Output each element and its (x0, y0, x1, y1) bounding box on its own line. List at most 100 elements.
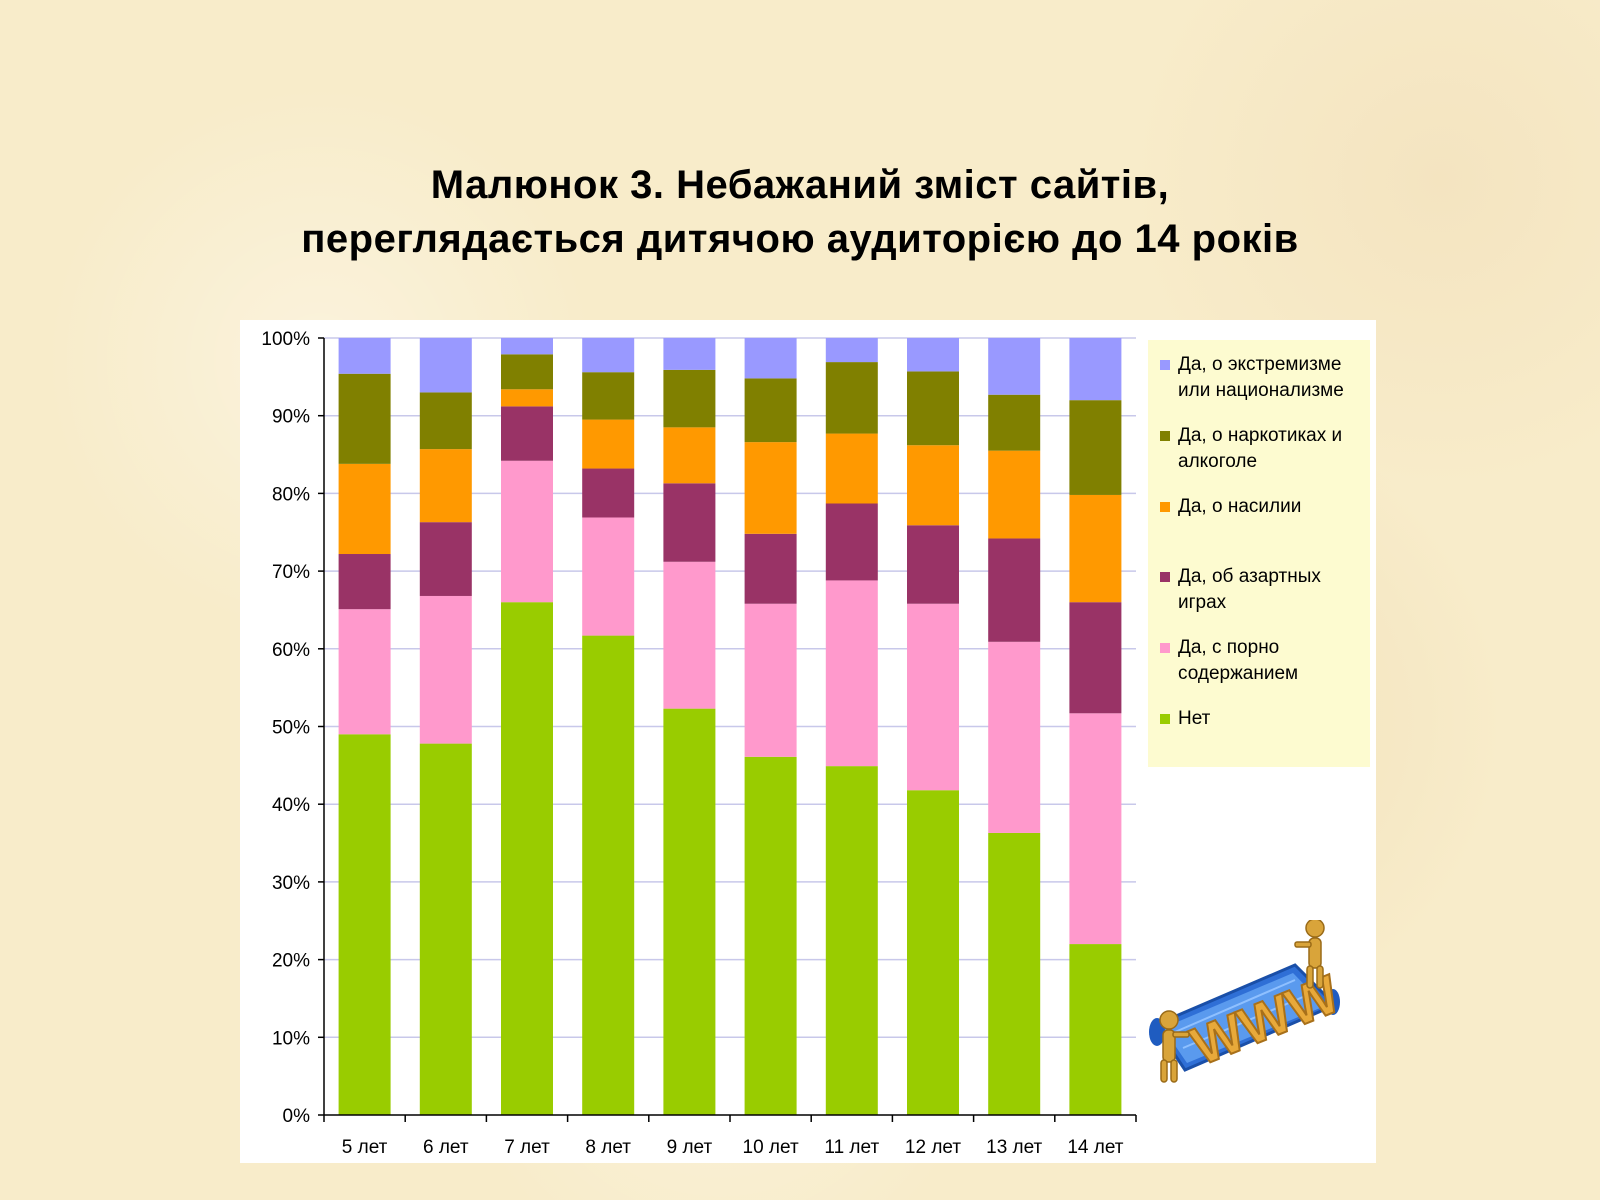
bar-segment (501, 406, 553, 461)
figure-right-icon (1294, 920, 1325, 989)
x-tick-label: 9 лет (667, 1137, 713, 1158)
legend-label-line: Да, с порно (1178, 637, 1280, 658)
bar-segment (825, 362, 878, 434)
bar-segment (419, 449, 472, 523)
bar-segment (501, 602, 553, 1115)
bar-segment (338, 609, 391, 735)
bar-segment (582, 468, 635, 518)
y-tick-label: 10% (272, 1028, 310, 1049)
bar-segment (663, 483, 716, 562)
bar-segment (501, 460, 553, 603)
bar-segment (907, 790, 959, 1115)
bar-segment (663, 708, 716, 1115)
legend-label-line: Да, о насилии (1178, 496, 1302, 517)
legend-swatch (1160, 502, 1170, 512)
bar-segment (1069, 338, 1122, 401)
bar-segment (582, 372, 635, 420)
bar-segment (1069, 944, 1122, 1115)
legend-label: Да, о экстремизме или национализме (1178, 352, 1368, 404)
bar-segment (988, 450, 1041, 539)
bar-segment (419, 743, 472, 1115)
bar-segment (663, 369, 716, 428)
bar-segment (988, 338, 1041, 395)
y-tick-label: 80% (272, 484, 310, 505)
legend-label-line: Да, об азартных (1178, 566, 1321, 587)
bar-segment (663, 338, 716, 370)
bar-segment (907, 338, 959, 372)
chart-legend: Да, о экстремизме или национализме Да, о н… (1148, 340, 1370, 767)
bar-segment (825, 338, 878, 363)
bar-segment (907, 525, 959, 604)
bar-segment (744, 756, 797, 1115)
legend-label: Да, о наркотиках и алкоголе (1178, 423, 1368, 475)
bar-segment (419, 392, 472, 450)
stacked-bar-chart: 0% 10% 20% 30% 40% 50% 60% 70% 80% 90% 100% 5 лет 6 … (261, 329, 1137, 1158)
y-tick-label: 60% (272, 640, 310, 661)
x-tick-label: 12 лет (905, 1137, 961, 1158)
bar-segment (1069, 602, 1122, 714)
bar-segment (338, 373, 391, 464)
bar-segment (744, 442, 797, 534)
bar-segment (582, 338, 635, 373)
bar-segment (338, 734, 391, 1115)
bar-segment (825, 580, 878, 767)
bar-segment (1069, 713, 1122, 945)
legend-swatch (1160, 431, 1170, 441)
legend-label-line: Да, о наркотиках и (1178, 425, 1343, 446)
y-tick-label: 100% (261, 329, 310, 350)
bar-segment (988, 394, 1041, 451)
bar-segment (582, 635, 635, 1115)
bar-segment (825, 766, 878, 1115)
bar-segment (338, 338, 391, 374)
x-tick-label: 5 лет (342, 1137, 388, 1158)
legend-label-line: играх (1178, 592, 1227, 613)
bar-segment (907, 603, 959, 791)
bar-segment (419, 338, 472, 393)
bar-segment (582, 419, 635, 469)
y-tick-label: 50% (272, 718, 310, 739)
bar-segment (907, 445, 959, 526)
bar-segment (663, 561, 716, 709)
bar-segment (582, 517, 635, 636)
legend-label-line: Нет (1178, 708, 1211, 729)
bar-segment (744, 378, 797, 443)
legend-label-line: Да, о экстремизме (1178, 354, 1342, 375)
y-tick-label: 20% (272, 951, 310, 972)
legend-label-line: или национализме (1178, 380, 1344, 401)
y-tick-label: 70% (272, 562, 310, 583)
legend-label: Нет (1178, 706, 1368, 732)
legend-label: Да, об азартных играх (1178, 564, 1368, 616)
bar-segment (744, 603, 797, 757)
slide-title: Малюнок 3. Небажаний зміст сайтів, перег… (0, 158, 1600, 266)
x-tick-label: 10 лет (743, 1137, 799, 1158)
bar-segment (825, 433, 878, 504)
legend-label: Да, о насилии (1178, 494, 1368, 520)
bar-segment (501, 389, 553, 407)
bar-segment (744, 533, 797, 604)
y-tick-label: 40% (272, 795, 310, 816)
bar-segment (419, 595, 472, 744)
x-tick-label: 14 лет (1067, 1137, 1123, 1158)
bar-segment (907, 371, 959, 446)
title-line-2: переглядається дитячою аудиторією до 14 … (301, 217, 1299, 261)
bar-segment (825, 503, 878, 581)
x-tick-label: 11 лет (824, 1137, 879, 1158)
title-line-1: Малюнок 3. Небажаний зміст сайтів, (430, 163, 1170, 207)
bar-segment (663, 427, 716, 484)
x-tick-label: 6 лет (423, 1137, 469, 1158)
bar-segment (744, 338, 797, 379)
y-tick-label: 90% (272, 407, 310, 428)
bar-segment (338, 463, 391, 555)
figure-left-icon (1159, 1010, 1190, 1083)
bar-segment (419, 522, 472, 596)
x-tick-label: 7 лет (504, 1137, 550, 1158)
bar-segment (988, 538, 1041, 642)
legend-swatch (1160, 360, 1170, 370)
www-figures-icon: WWW (1149, 920, 1345, 1083)
y-tick-label: 0% (283, 1106, 311, 1127)
bar-segment (1069, 494, 1122, 603)
bar-segment (501, 354, 553, 390)
legend-label-line: содержанием (1178, 663, 1299, 684)
y-tick-label: 30% (272, 873, 310, 894)
x-tick-label: 8 лет (585, 1137, 631, 1158)
